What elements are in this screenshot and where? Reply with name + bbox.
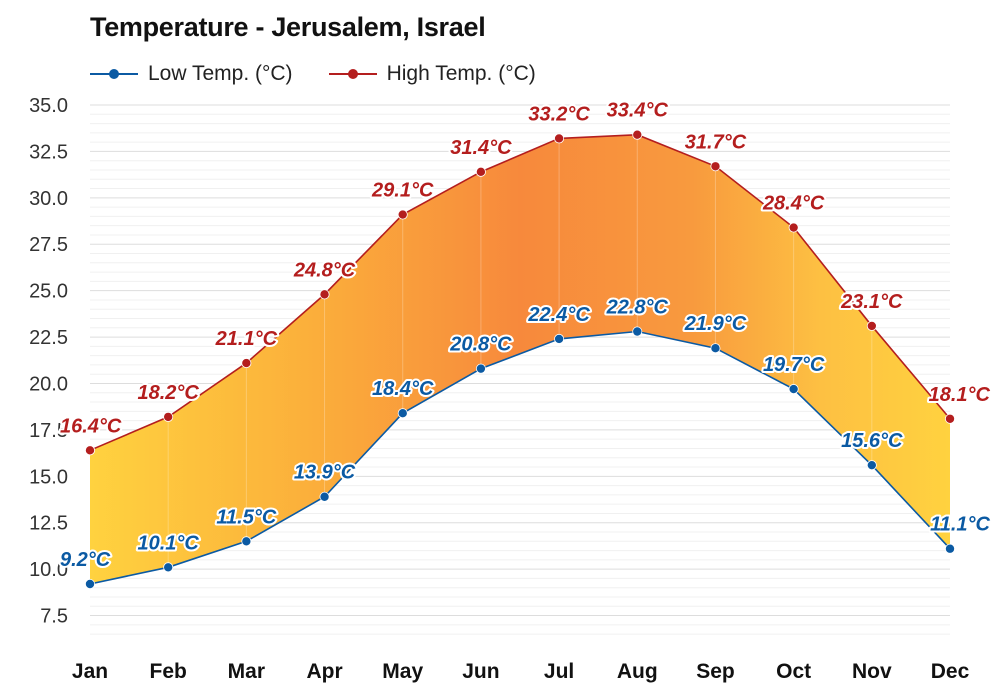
- high-temp-point: [163, 411, 174, 422]
- low-temp-data-label: 19.7°C: [763, 354, 825, 376]
- high-temp-point: [85, 445, 96, 456]
- x-tick-label: Apr: [306, 660, 342, 683]
- high-temp-point: [241, 358, 252, 369]
- low-temp-point: [788, 384, 799, 395]
- y-tick-label: 20.0: [29, 373, 68, 395]
- high-temp-data-label: 23.1°C: [840, 291, 903, 313]
- y-tick-label: 32.5: [29, 141, 68, 163]
- high-temp-data-label: 24.8°C: [293, 259, 356, 281]
- y-tick-label: 35.0: [29, 95, 68, 117]
- x-tick-label: Aug: [617, 660, 658, 683]
- low-temp-data-label: 22.8°C: [606, 297, 669, 319]
- y-tick-label: 27.5: [29, 234, 68, 256]
- high-temp-line: [89, 133, 951, 452]
- low-temp-point: [319, 491, 330, 502]
- high-temp-data-label: 31.4°C: [450, 137, 512, 159]
- high-temp-point: [632, 129, 643, 140]
- low-temp-point: [85, 579, 96, 590]
- x-tick-label: Feb: [150, 660, 187, 683]
- legend-high-label: High Temp. (°C): [386, 62, 536, 85]
- low-temp-data-label: 21.9°C: [684, 313, 747, 335]
- x-tick-label: Dec: [931, 660, 970, 683]
- x-tick-label: May: [382, 660, 423, 683]
- chart-title: Temperature - Jerusalem, Israel: [90, 12, 486, 42]
- low-temp-data-label: 13.9°C: [294, 462, 356, 484]
- x-tick-label: Oct: [776, 660, 811, 683]
- low-temp-point: [866, 460, 877, 471]
- high-temp-data-label: 33.4°C: [607, 100, 669, 122]
- low-temp-point: [554, 333, 565, 344]
- x-tick-label: Sep: [696, 660, 735, 683]
- x-tick-label: Jul: [544, 660, 574, 683]
- low-temp-data-label: 11.1°C: [930, 514, 990, 536]
- low-temp-point: [710, 343, 721, 354]
- high-temp-point: [866, 320, 877, 331]
- high-temp-point: [945, 413, 956, 424]
- low-temp-point: [945, 543, 956, 554]
- y-tick-label: 7.5: [40, 606, 68, 628]
- legend-item-high[interactable]: High Temp. (°C): [328, 62, 536, 86]
- high-temp-point: [319, 289, 330, 300]
- low-temp-data-label: 22.4°C: [527, 304, 590, 326]
- high-temp-data-label: 21.1°C: [215, 328, 278, 350]
- high-temp-data-label: 18.2°C: [137, 382, 199, 404]
- high-temp-point: [475, 166, 486, 177]
- y-tick-label: 25.0: [29, 281, 68, 303]
- y-tick-label: 30.0: [29, 188, 68, 210]
- high-temp-point: [554, 133, 565, 144]
- legend-low-marker-icon: [90, 64, 138, 84]
- high-temp-data-label: 29.1°C: [371, 180, 434, 202]
- x-tick-label: Mar: [228, 660, 265, 683]
- low-temp-data-label: 18.4°C: [372, 378, 434, 400]
- low-temp-point: [241, 536, 252, 547]
- low-temp-line: [89, 330, 951, 585]
- high-temp-data-label: 28.4°C: [762, 193, 825, 215]
- low-temp-point: [475, 363, 486, 374]
- x-tick-label: Nov: [852, 660, 892, 683]
- y-tick-label: 10.0: [29, 559, 68, 581]
- y-tick-label: 17.5: [29, 420, 68, 442]
- low-temp-point: [163, 562, 174, 573]
- chart-legend: Low Temp. (°C) High Temp. (°C): [90, 62, 572, 86]
- y-tick-label: 12.5: [29, 513, 68, 535]
- legend-high-marker-icon: [328, 64, 377, 84]
- high-temp-data-label: 16.4°C: [60, 415, 122, 437]
- y-tick-label: 22.5: [29, 327, 68, 349]
- legend-item-low[interactable]: Low Temp. (°C): [90, 62, 293, 86]
- x-tick-label: Jun: [462, 660, 499, 683]
- low-temp-point: [397, 408, 408, 419]
- low-temp-point: [632, 326, 643, 337]
- high-temp-point: [710, 161, 721, 172]
- high-temp-data-label: 31.7°C: [685, 131, 747, 153]
- legend-low-label: Low Temp. (°C): [148, 62, 293, 85]
- high-temp-data-label: 18.1°C: [929, 384, 991, 406]
- low-temp-data-label: 11.5°C: [216, 506, 276, 528]
- high-temp-point: [788, 222, 799, 233]
- high-temp-point: [397, 209, 408, 220]
- low-temp-data-label: 15.6°C: [841, 430, 903, 452]
- x-tick-label: Jan: [72, 660, 108, 683]
- high-temp-data-label: 33.2°C: [528, 103, 590, 125]
- low-temp-data-label: 20.8°C: [449, 334, 512, 356]
- low-temp-data-label: 9.2°C: [60, 549, 111, 571]
- temperature-range-area: [90, 134, 950, 584]
- low-temp-data-label: 10.1°C: [137, 532, 199, 554]
- y-tick-label: 15.0: [29, 466, 68, 488]
